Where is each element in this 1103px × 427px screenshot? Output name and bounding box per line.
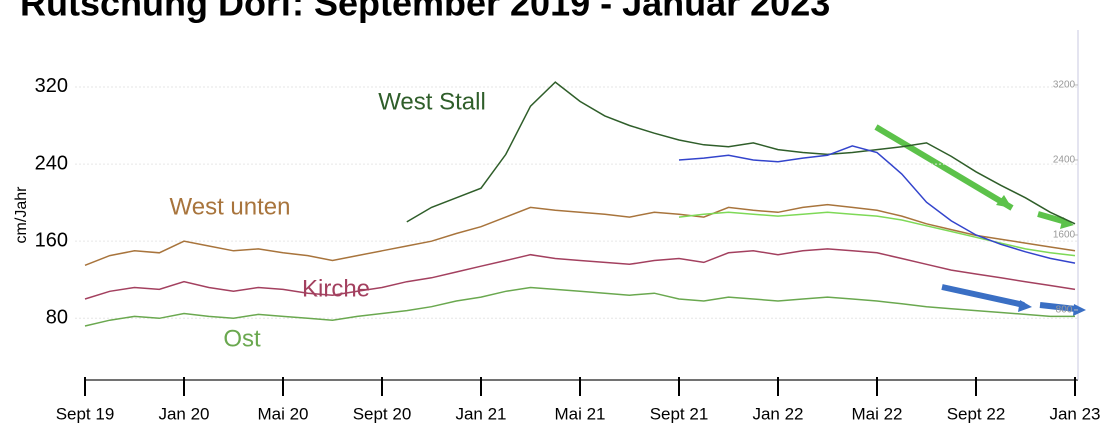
x-tick-label: Mai 21 [554, 404, 605, 423]
arrowhead [1060, 217, 1074, 229]
y2-tick-label: 1600 [1053, 230, 1076, 241]
x-tick-label: Jan 21 [455, 404, 506, 423]
y-tick-label: 320 [35, 75, 68, 97]
series-label: West Stall [378, 88, 486, 115]
arrowhead [1018, 300, 1032, 312]
y-axis-label: cm/Jahr [13, 186, 30, 244]
trend-arrow [1039, 302, 1077, 312]
y2-tick-label: 3200 [1053, 80, 1076, 91]
x-tick-label: Mai 22 [851, 404, 902, 423]
series-label: Ost [223, 325, 261, 352]
x-tick-label: Jan 22 [752, 404, 803, 423]
series-line [678, 145, 1076, 264]
x-tick-label: Jan 23 [1049, 404, 1100, 423]
x-tick-label: Sept 19 [56, 404, 115, 423]
arrowhead [1073, 304, 1086, 316]
chart-title: Rutschung Dorf: September 2019 - Januar … [20, 0, 830, 24]
x-tick-label: Jan 20 [158, 404, 209, 423]
x-tick-label: Sept 22 [947, 404, 1006, 423]
series-line [406, 81, 1076, 225]
trend-arrow [941, 284, 1025, 308]
series-line [84, 286, 1075, 327]
x-tick-label: Mai 20 [257, 404, 308, 423]
series-label: West unten [170, 193, 291, 220]
y-tick-label: 160 [35, 229, 68, 251]
series-line [84, 203, 1076, 266]
y-tick-label: 240 [35, 152, 68, 174]
series-label: Kirche [302, 275, 370, 302]
series-line [84, 248, 1076, 300]
y2-tick-label: 2400 [1053, 155, 1076, 166]
x-tick-label: Sept 20 [353, 404, 412, 423]
arrowhead [996, 195, 1012, 208]
y-tick-label: 80 [46, 307, 68, 329]
trend-arrow [874, 124, 1014, 211]
trend-arrow [1037, 211, 1067, 225]
x-tick-label: Sept 21 [650, 404, 709, 423]
series-line [678, 211, 1076, 257]
y2-tick-label: 800 [1056, 305, 1073, 316]
